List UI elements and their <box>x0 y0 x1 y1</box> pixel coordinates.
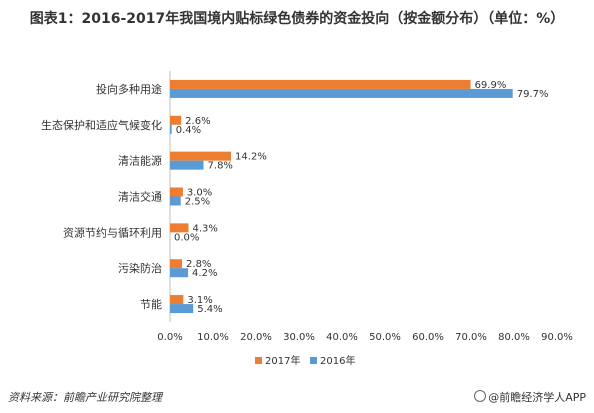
bar-2017 <box>170 151 232 161</box>
category-label: 清洁能源 <box>118 154 162 168</box>
bar-2016 <box>170 88 513 98</box>
category-label: 节能 <box>140 297 162 311</box>
category-label: 生态保护和适应气候变化 <box>41 118 162 132</box>
chart-title: 图表1：2016-2017年我国境内贴标绿色债券的资金投向（按金额分布）（单位：… <box>29 11 565 27</box>
legend-swatch <box>310 357 317 364</box>
x-tick-label: 20.0% <box>240 332 272 343</box>
bar-2017 <box>170 115 182 125</box>
source-note: 资料来源：前瞻产业研究院整理 <box>8 391 162 404</box>
data-label: 2.5% <box>185 197 210 208</box>
legend-label: 2016年 <box>320 354 355 367</box>
category-label: 污染防治 <box>118 261 162 275</box>
bar-2017 <box>170 295 184 305</box>
bar-2017 <box>170 223 189 233</box>
bar-2017 <box>170 187 183 197</box>
bar-2016 <box>170 268 189 278</box>
category-label: 资源节约与循环利用 <box>63 225 162 239</box>
brand-logo-icon <box>474 390 487 402</box>
bar-2016 <box>170 124 172 134</box>
bar-2016 <box>170 304 194 314</box>
bar-2017 <box>170 259 183 269</box>
x-tick-label: 50.0% <box>369 332 401 343</box>
x-tick-label: 0.0% <box>157 332 182 343</box>
brand-credit: @前瞻经济学人APP <box>474 389 586 405</box>
bar-2017 <box>170 79 471 89</box>
data-label: 4.2% <box>192 268 217 279</box>
x-tick-label: 30.0% <box>283 332 315 343</box>
data-label: 2.8% <box>186 259 211 270</box>
x-tick-label: 80.0% <box>498 332 530 343</box>
data-label: 69.9% <box>475 80 507 91</box>
data-label: 5.4% <box>197 304 222 315</box>
category-label: 清洁交通 <box>118 190 162 204</box>
data-label: 7.8% <box>208 161 233 172</box>
x-tick-label: 40.0% <box>326 332 358 343</box>
bar-2016 <box>170 196 181 206</box>
data-label: 79.7% <box>517 89 549 100</box>
data-label: 3.1% <box>187 295 212 306</box>
data-label: 2.6% <box>185 116 210 127</box>
x-tick-label: 70.0% <box>455 332 487 343</box>
data-label: 14.2% <box>235 152 267 163</box>
bar-2016 <box>170 160 204 170</box>
data-label: 4.3% <box>192 223 217 234</box>
category-label: 投向多种用途 <box>96 82 162 96</box>
x-tick-label: 10.0% <box>197 332 229 343</box>
data-label: 0.4% <box>176 125 201 136</box>
legend-swatch <box>255 357 262 364</box>
x-tick-label: 60.0% <box>412 332 444 343</box>
brand-credit-text: @前瞻经济学人APP <box>488 391 586 404</box>
data-label: 0.0% <box>174 232 199 243</box>
x-tick-label: 90.0% <box>541 332 573 343</box>
legend-label: 2017年 <box>265 354 300 367</box>
data-label: 3.0% <box>187 188 212 199</box>
